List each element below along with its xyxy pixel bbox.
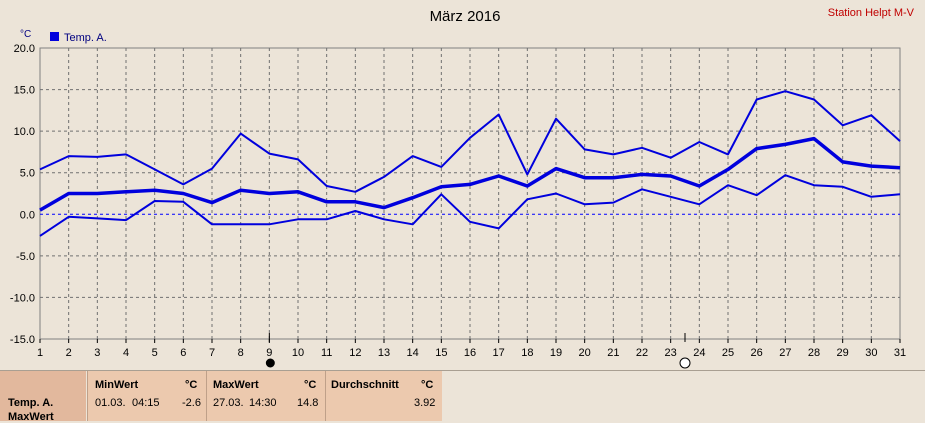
temperature-chart: März 2016 Station Helpt M-V °C Temp. A. … bbox=[10, 7, 915, 369]
y-axis-unit: °C bbox=[20, 29, 31, 40]
chart-area: März 2016 Station Helpt M-V °C Temp. A. … bbox=[10, 7, 915, 369]
x-tick-label: 24 bbox=[693, 347, 705, 359]
x-tick-label: 22 bbox=[636, 347, 648, 359]
average-value-box: Durchschnitt °C 3.92 bbox=[325, 371, 442, 421]
legend-label: Temp. A. bbox=[64, 32, 107, 44]
x-tick-label: 14 bbox=[407, 347, 419, 359]
min-date: 01.03. bbox=[95, 397, 126, 409]
x-tick-label: 16 bbox=[464, 347, 476, 359]
x-tick-label: 15 bbox=[435, 347, 447, 359]
x-tick-label: 10 bbox=[292, 347, 304, 359]
max-value: 14.8 bbox=[297, 397, 319, 409]
stats-row-label: Temp. A. MaxWert bbox=[0, 371, 86, 423]
min-header: MinWert bbox=[95, 379, 139, 391]
x-tick-label: 12 bbox=[349, 347, 361, 359]
x-tick-label: 3 bbox=[94, 347, 100, 359]
x-tick-label: 26 bbox=[751, 347, 763, 359]
y-tick-label: 15.0 bbox=[14, 85, 35, 97]
y-tick-label: 0.0 bbox=[20, 209, 35, 221]
chart-title: März 2016 bbox=[430, 8, 501, 25]
y-tick-label: -10.0 bbox=[10, 292, 35, 304]
x-tick-label: 20 bbox=[579, 347, 591, 359]
x-tick-label: 31 bbox=[894, 347, 906, 359]
x-tick-label: 4 bbox=[123, 347, 129, 359]
min-unit: °C bbox=[185, 379, 198, 391]
x-tick-label: 11 bbox=[321, 347, 332, 359]
min-time: 04:15 bbox=[132, 397, 160, 409]
stats-panel: Temp. A. MaxWert MinWert °C 01.03. 04:15… bbox=[0, 370, 925, 423]
x-tick-label: 1 bbox=[37, 347, 43, 359]
full-moon-icon bbox=[679, 357, 691, 369]
max-unit: °C bbox=[304, 379, 317, 391]
min-value-box: MinWert °C 01.03. 04:15 -2.6 bbox=[87, 371, 206, 421]
max-time: 14:30 bbox=[249, 397, 277, 409]
max-header: MaxWert bbox=[213, 379, 259, 391]
series-line-min bbox=[39, 174, 901, 237]
y-tick-label: -5.0 bbox=[16, 251, 35, 263]
series-line-max bbox=[39, 90, 901, 193]
plot-layer: 1 2 3 4 5 6 7 8 9 10 11 12 13 14 15 16 17 18 19 20 21 22 23 24 2… bbox=[10, 43, 906, 369]
x-tick-label: 17 bbox=[493, 347, 505, 359]
average-value: 3.92 bbox=[414, 397, 436, 409]
x-tick-label: 2 bbox=[66, 347, 72, 359]
y-tick-label: -15.0 bbox=[10, 334, 35, 346]
x-tick-label: 27 bbox=[779, 347, 791, 359]
min-value: -2.6 bbox=[182, 397, 201, 409]
y-tick-label: 20.0 bbox=[14, 43, 35, 55]
x-tick-label: 25 bbox=[722, 347, 734, 359]
stats-row-sublabel: MaxWert bbox=[8, 411, 54, 423]
x-tick-label: 18 bbox=[521, 347, 533, 359]
legend-swatch bbox=[50, 32, 59, 41]
x-tick-label: 9 bbox=[266, 347, 272, 359]
x-tick-label: 5 bbox=[152, 347, 158, 359]
x-tick-label: 6 bbox=[180, 347, 186, 359]
station-label: Station Helpt M-V bbox=[828, 7, 915, 19]
y-tick-label: 10.0 bbox=[14, 126, 35, 138]
x-tick-label: 7 bbox=[209, 347, 215, 359]
x-tick-label: 23 bbox=[665, 347, 677, 359]
average-header: Durchschnitt bbox=[331, 379, 399, 391]
series-line-avg bbox=[39, 136, 901, 212]
x-tick-label: 29 bbox=[837, 347, 849, 359]
stats-series-name: Temp. A. bbox=[8, 397, 54, 409]
y-tick-label: 5.0 bbox=[20, 168, 35, 180]
max-value-box: MaxWert °C 27.03. 14:30 14.8 bbox=[206, 371, 325, 421]
x-tick-label: 8 bbox=[238, 347, 244, 359]
new-moon-icon bbox=[265, 358, 275, 368]
average-unit: °C bbox=[421, 379, 434, 391]
x-tick-label: 13 bbox=[378, 347, 390, 359]
max-date: 27.03. bbox=[213, 397, 244, 409]
x-tick-label: 21 bbox=[607, 347, 619, 359]
x-tick-label: 28 bbox=[808, 347, 820, 359]
x-tick-label: 30 bbox=[865, 347, 877, 359]
x-tick-label: 19 bbox=[550, 347, 562, 359]
